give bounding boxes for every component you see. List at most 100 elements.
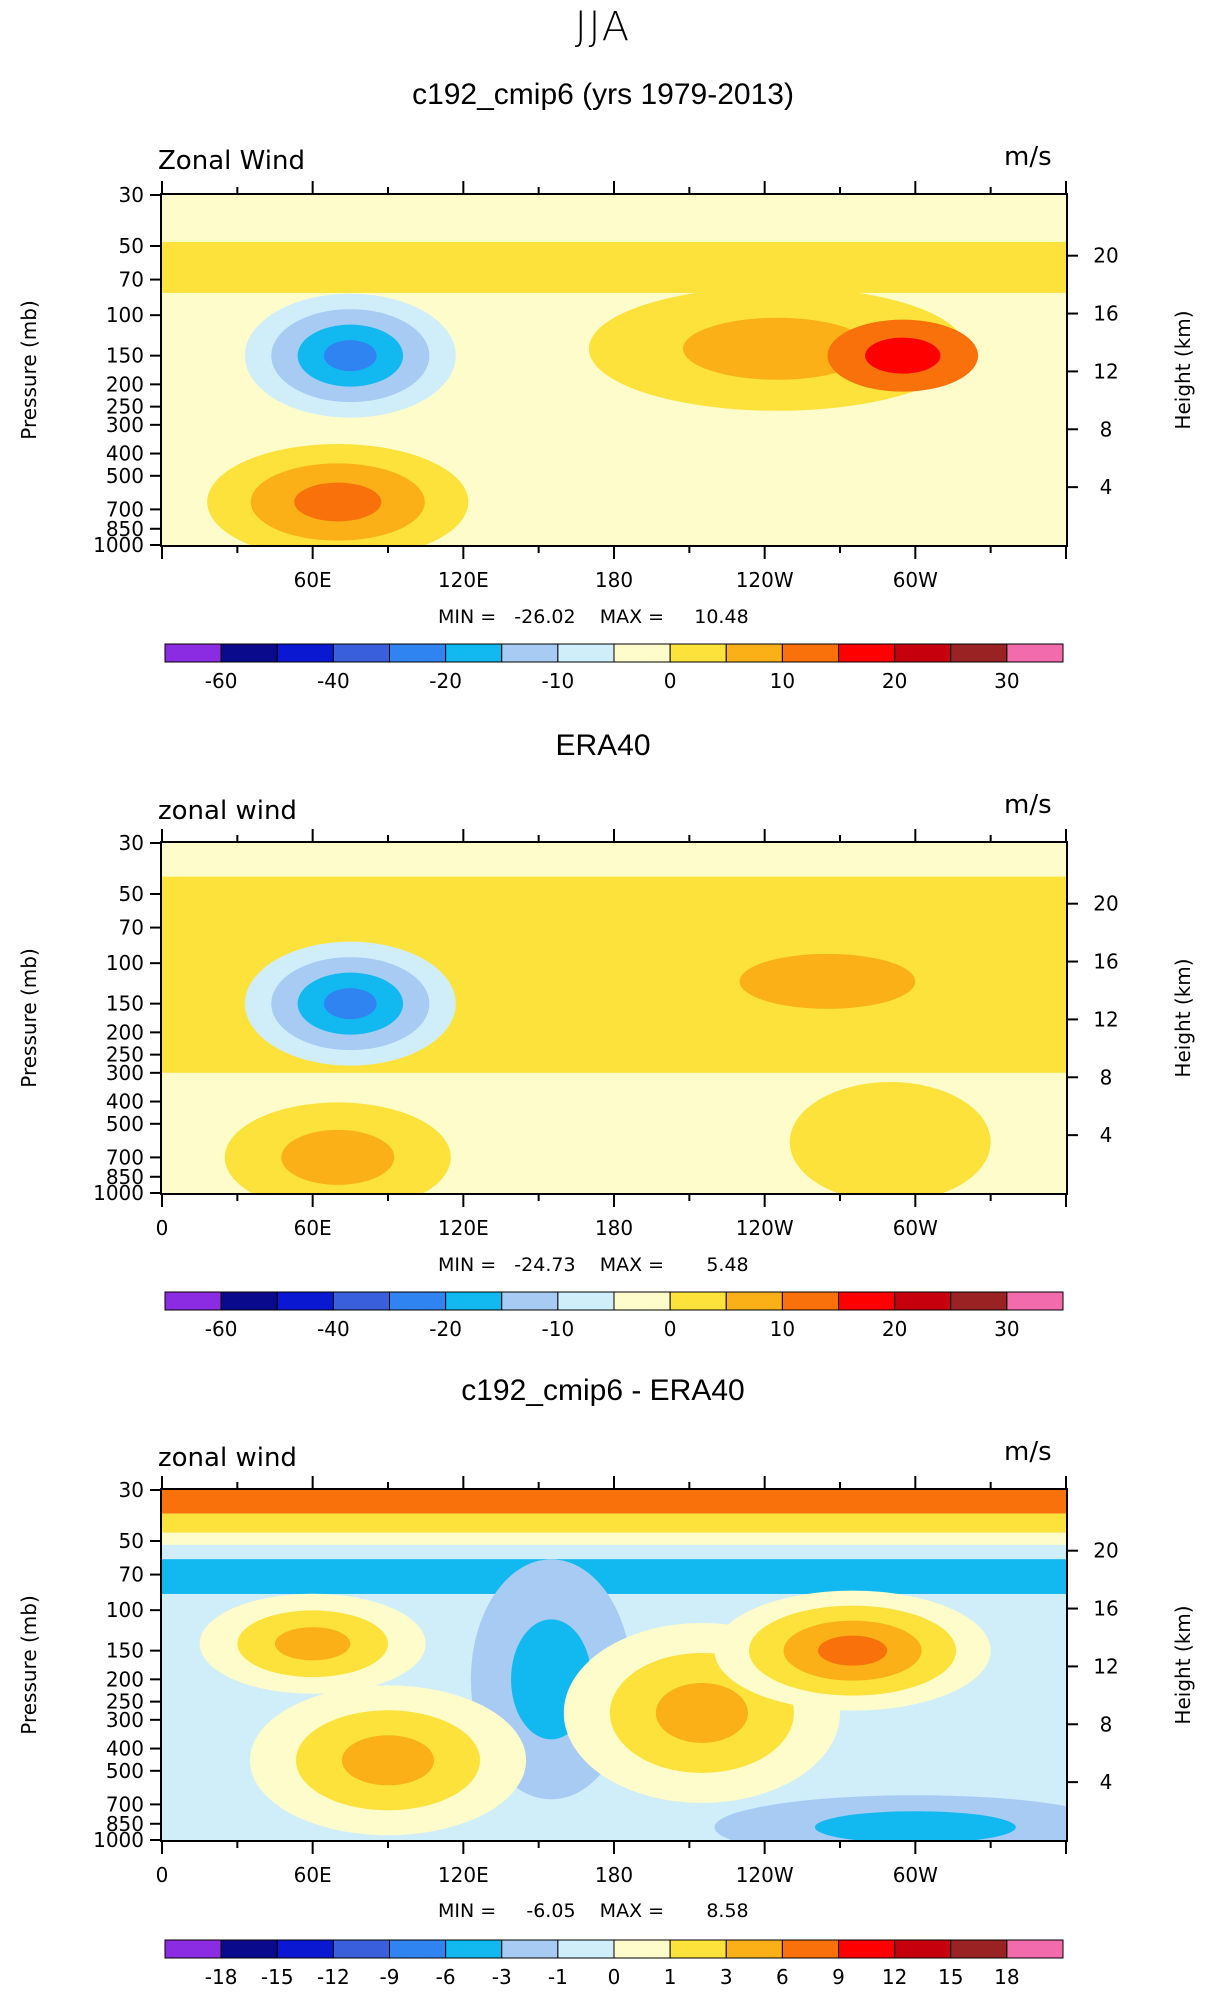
colorbar-label: -40: [317, 1317, 350, 1341]
x-tick-label: 60W: [893, 568, 938, 592]
colorbar-label: -60: [205, 669, 238, 693]
colorbar-label: -10: [542, 1317, 575, 1341]
p-tick-label: 850: [106, 1812, 144, 1836]
colorbar-label: -6: [436, 1965, 456, 1989]
p-tick-label: 100: [106, 1598, 144, 1622]
colorbar-label: 10: [770, 669, 795, 693]
panel-3-variable-label: zonal wind: [158, 1443, 297, 1473]
x-tick-label: 120W: [736, 568, 794, 592]
colorbar-label: -40: [317, 669, 350, 693]
x-tick-label: 120E: [438, 1863, 489, 1887]
page-title: JJA: [574, 4, 632, 50]
panel-2-min-max: MIN = -24.73 MAX = 5.48: [438, 1254, 749, 1276]
p-tick-label: 300: [106, 1708, 144, 1732]
p-tick-label: 1000: [93, 1181, 144, 1205]
positive-pacific-level-2: [655, 1682, 748, 1743]
positive-asia-lower-level-2: [341, 1735, 435, 1786]
colorbar-label: -60: [205, 1317, 238, 1341]
colorbar-label: 15: [938, 1965, 963, 1989]
colorbar-label: 1: [664, 1965, 677, 1989]
panel-2-colorbar: -60 -40 -20 -10 0 10 20 30: [164, 1291, 1064, 1341]
p-tick-label: 150: [106, 992, 144, 1016]
jet-positive-lower: [224, 1102, 451, 1193]
p-tick-label: 30: [119, 183, 144, 207]
jet-negative-asia-level-3: [323, 988, 377, 1020]
colorbar-label: 20: [882, 669, 907, 693]
y2-axis-title: Height (km): [1171, 310, 1195, 429]
p-tick-label: 150: [106, 344, 144, 368]
jet-negative-asia: [244, 941, 456, 1066]
p-tick-label: 200: [106, 1020, 144, 1044]
p-tick-label: 250: [106, 1690, 144, 1714]
x-tick-label: 0: [156, 1216, 169, 1240]
x-tick-label: 60E: [294, 1216, 332, 1240]
jet-negative-asia: [244, 293, 456, 418]
p-tick-label: 500: [106, 1112, 144, 1136]
panel-3-colorbar: -18 -15 -12 -9 -6 -3 -1 0 1 3 6 9 12 15 18: [164, 1939, 1064, 1989]
x-tick-label: 120E: [438, 1216, 489, 1240]
pale-yellow-east: [789, 1082, 991, 1193]
height-tick-label: 20: [1093, 892, 1118, 916]
height-tick-label: 20: [1093, 1539, 1118, 1563]
colorbar-label: -10: [542, 669, 575, 693]
height-tick-label: 12: [1093, 1654, 1118, 1678]
panel-3-min-max: MIN = -6.05 MAX = 8.58: [438, 1900, 749, 1922]
colorbar-label: 0: [608, 1965, 621, 1989]
panel-1-min-max: MIN = -26.02 MAX = 10.48: [438, 606, 749, 628]
p-tick-label: 300: [106, 413, 144, 437]
x-tick-label: 180: [595, 1863, 633, 1887]
p-tick-label: 200: [106, 1667, 144, 1691]
colorbar-label: -20: [429, 669, 462, 693]
x-tick-label: 180: [595, 568, 633, 592]
band-top-orange: [162, 1490, 1066, 1514]
colorbar-label: -20: [429, 1317, 462, 1341]
y-axis-title: Pressure (mb): [17, 948, 41, 1088]
p-tick-label: 100: [106, 303, 144, 327]
x-tick-label: 120W: [736, 1863, 794, 1887]
colorbar-label: 3: [720, 1965, 733, 1989]
y2-axis-title: Height (km): [1171, 1605, 1195, 1724]
p-tick-label: 850: [106, 517, 144, 541]
p-tick-label: 250: [106, 395, 144, 419]
jet-positive-east: [651, 926, 1004, 1037]
colorbar-label: 0: [664, 669, 677, 693]
p-tick-label: 50: [119, 882, 144, 906]
colorbar-swatch: [1006, 1291, 1064, 1311]
colorbar-label: 6: [776, 1965, 789, 1989]
p-tick-label: 50: [119, 1529, 144, 1553]
jet-positive-core-level-1: [865, 337, 941, 374]
x-tick-label: 120E: [438, 568, 489, 592]
x-tick-label: 60W: [893, 1863, 938, 1887]
x-tick-label: 60E: [294, 568, 332, 592]
height-tick-label: 16: [1093, 950, 1118, 974]
p-tick-label: 400: [106, 1090, 144, 1114]
band-top-yellow: [162, 1513, 1066, 1533]
height-tick-label: 12: [1093, 359, 1118, 383]
p-tick-label: 150: [106, 1639, 144, 1663]
colorbar-label: 18: [994, 1965, 1019, 1989]
positive-east-core: [714, 1590, 991, 1711]
jet-positive-east-level-1: [739, 953, 916, 1009]
x-tick-label: 0: [156, 1863, 169, 1887]
height-tick-label: 16: [1093, 1597, 1118, 1621]
panel-3-title: c192_cmip6 - ERA40: [461, 1374, 745, 1407]
p-tick-label: 850: [106, 1165, 144, 1189]
height-tick-label: 8: [1100, 417, 1113, 441]
colorbar-label: -15: [261, 1965, 294, 1989]
positive-asia-lower: [249, 1685, 527, 1836]
height-tick-label: 8: [1100, 1065, 1113, 1089]
p-tick-label: 700: [106, 1145, 144, 1169]
p-tick-label: 70: [119, 1563, 144, 1587]
panel-3-units: m/s: [1004, 1437, 1052, 1467]
p-tick-label: 700: [106, 497, 144, 521]
band-top-blue: [162, 843, 1066, 877]
height-tick-label: 4: [1100, 475, 1113, 499]
colorbar-label: 30: [994, 1317, 1019, 1341]
p-tick-label: 400: [106, 442, 144, 466]
x-tick-label: 120W: [736, 1216, 794, 1240]
colorbar-label: -12: [317, 1965, 350, 1989]
colorbar-label: -9: [380, 1965, 400, 1989]
